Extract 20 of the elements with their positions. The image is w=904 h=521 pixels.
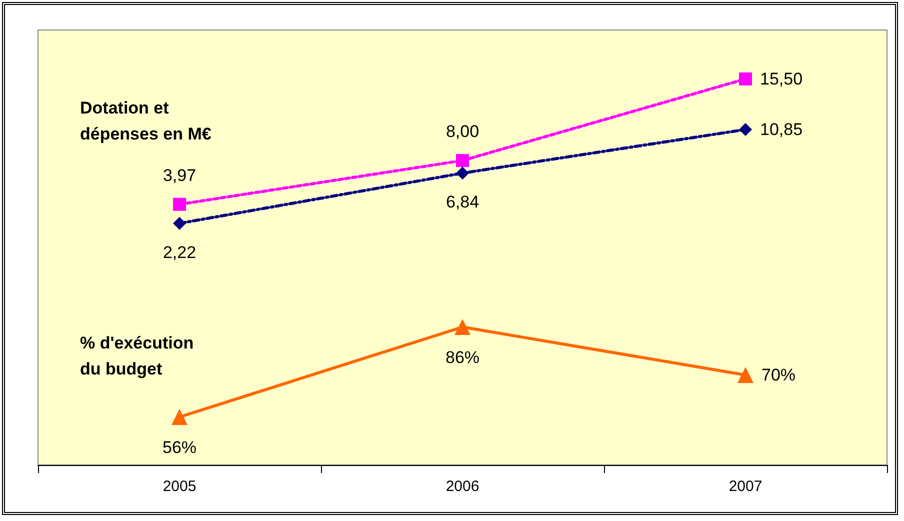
point bbox=[739, 123, 752, 136]
data-label: 6,84 bbox=[446, 192, 480, 212]
data-label: 10,85 bbox=[760, 120, 803, 140]
data-label: 70% bbox=[762, 366, 796, 384]
data-label: 86% bbox=[445, 348, 480, 367]
data-label: 2,22 bbox=[162, 242, 196, 262]
point bbox=[456, 154, 469, 167]
x-tick-label: 2007 bbox=[728, 478, 762, 495]
data-label: 15,50 bbox=[760, 69, 803, 88]
x-tick-label: 2005 bbox=[162, 478, 196, 495]
point bbox=[173, 216, 186, 230]
data-label: 56% bbox=[162, 438, 197, 457]
x-tick-label: 2006 bbox=[446, 478, 480, 495]
data-label: 3,97 bbox=[162, 166, 196, 185]
data-label: 8,00 bbox=[446, 122, 480, 141]
point bbox=[739, 72, 752, 86]
annotation: Dotation et dépenses en M€ bbox=[80, 98, 212, 144]
point bbox=[173, 198, 186, 211]
point bbox=[456, 166, 469, 180]
annotation: % d'exécution du budget bbox=[80, 334, 194, 378]
